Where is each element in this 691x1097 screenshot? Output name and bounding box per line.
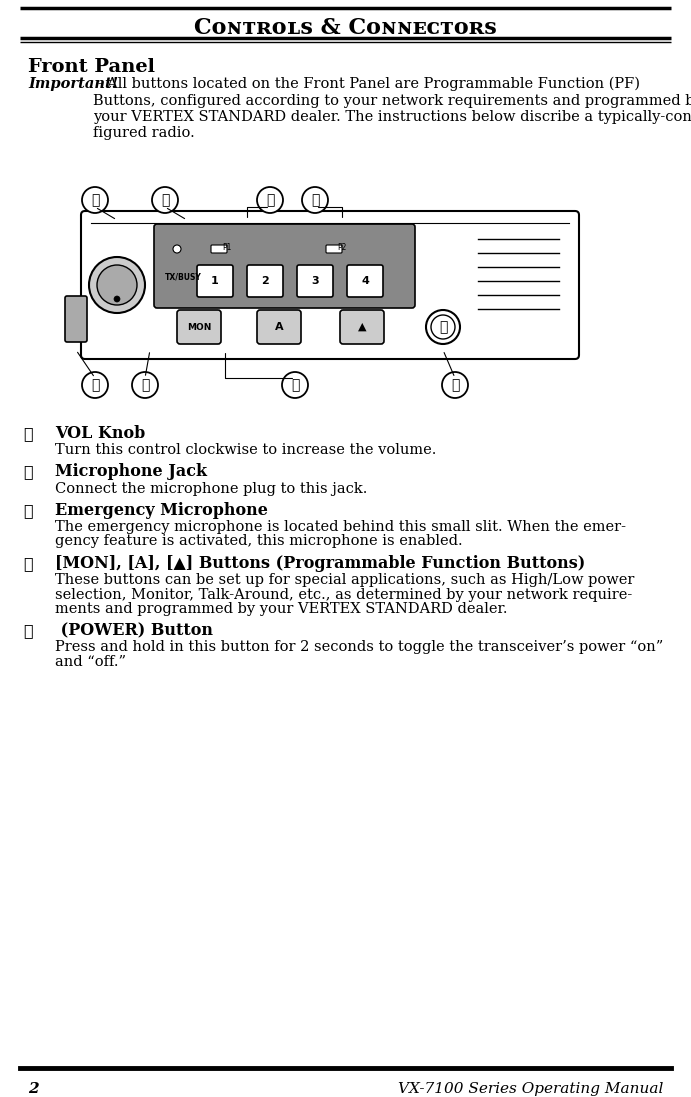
Circle shape bbox=[97, 265, 137, 305]
Text: TX/BUSY: TX/BUSY bbox=[165, 272, 202, 282]
Circle shape bbox=[302, 186, 328, 213]
Text: Connect the microphone plug to this jack.: Connect the microphone plug to this jack… bbox=[55, 482, 368, 496]
Text: Cᴏɴᴛʀᴏʟs & Cᴏɴɴᴇᴄᴛᴏʀs: Cᴏɴᴛʀᴏʟs & Cᴏɴɴᴇᴄᴛᴏʀs bbox=[194, 16, 497, 39]
FancyBboxPatch shape bbox=[65, 296, 87, 342]
FancyBboxPatch shape bbox=[297, 265, 333, 297]
Text: VOL Knob: VOL Knob bbox=[55, 425, 145, 442]
Text: 2: 2 bbox=[261, 276, 269, 286]
Text: - All buttons located on the Front Panel are Programmable Function (PF)
Buttons,: - All buttons located on the Front Panel… bbox=[93, 77, 691, 140]
Text: selection, Monitor, Talk-Around, etc., as determined by your network require-: selection, Monitor, Talk-Around, etc., a… bbox=[55, 588, 632, 601]
Circle shape bbox=[152, 186, 178, 213]
Text: ②: ② bbox=[23, 464, 32, 480]
Text: A: A bbox=[275, 323, 283, 332]
Text: ①: ① bbox=[23, 425, 32, 442]
Text: Press and hold in this button for 2 seconds to toggle the transceiver’s power “o: Press and hold in this button for 2 seco… bbox=[55, 641, 663, 655]
Circle shape bbox=[89, 257, 145, 313]
FancyBboxPatch shape bbox=[340, 310, 384, 344]
Text: [MON], [A], [▲] Buttons (Programmable Function Buttons): [MON], [A], [▲] Buttons (Programmable Fu… bbox=[55, 555, 585, 572]
Circle shape bbox=[82, 372, 108, 398]
Text: The emergency microphone is located behind this small slit. When the emer-: The emergency microphone is located behi… bbox=[55, 520, 626, 534]
Text: ⑥: ⑥ bbox=[161, 193, 169, 207]
Text: ⑤: ⑤ bbox=[451, 378, 460, 392]
Circle shape bbox=[282, 372, 308, 398]
Circle shape bbox=[431, 315, 455, 339]
Text: ⑦: ⑦ bbox=[266, 193, 274, 207]
Circle shape bbox=[173, 245, 181, 253]
Text: Important!: Important! bbox=[28, 77, 118, 91]
Text: Emergency Microphone: Emergency Microphone bbox=[55, 502, 268, 519]
Text: Microphone Jack: Microphone Jack bbox=[55, 464, 207, 480]
Text: 3: 3 bbox=[311, 276, 319, 286]
Text: VX-7100 Series Operating Manual: VX-7100 Series Operating Manual bbox=[397, 1082, 663, 1096]
Text: ②: ② bbox=[91, 378, 100, 392]
Circle shape bbox=[442, 372, 468, 398]
Text: ▲: ▲ bbox=[358, 323, 366, 332]
Text: P2: P2 bbox=[337, 242, 347, 251]
FancyBboxPatch shape bbox=[247, 265, 283, 297]
Text: ⑧: ⑧ bbox=[311, 193, 319, 207]
FancyBboxPatch shape bbox=[347, 265, 383, 297]
Text: 1: 1 bbox=[211, 276, 219, 286]
FancyBboxPatch shape bbox=[211, 245, 227, 253]
Text: ⏻: ⏻ bbox=[439, 320, 447, 333]
Text: ④: ④ bbox=[291, 378, 299, 392]
Circle shape bbox=[257, 186, 283, 213]
Text: Turn this control clockwise to increase the volume.: Turn this control clockwise to increase … bbox=[55, 443, 437, 457]
Text: ⑤: ⑤ bbox=[23, 622, 32, 640]
Text: ④: ④ bbox=[23, 555, 32, 572]
Circle shape bbox=[114, 296, 120, 302]
Text: ③: ③ bbox=[141, 378, 149, 392]
Text: (POWER) Button: (POWER) Button bbox=[55, 622, 213, 640]
FancyBboxPatch shape bbox=[81, 211, 579, 359]
Circle shape bbox=[426, 310, 460, 344]
FancyBboxPatch shape bbox=[154, 224, 415, 308]
Text: 2: 2 bbox=[28, 1082, 39, 1096]
FancyBboxPatch shape bbox=[257, 310, 301, 344]
Text: and “off.”: and “off.” bbox=[55, 655, 126, 669]
Text: MON: MON bbox=[187, 323, 211, 331]
FancyBboxPatch shape bbox=[177, 310, 221, 344]
Text: ments and programmed by your VERTEX STANDARD dealer.: ments and programmed by your VERTEX STAN… bbox=[55, 602, 507, 617]
Text: ③: ③ bbox=[23, 502, 32, 519]
Text: P1: P1 bbox=[223, 242, 231, 251]
FancyBboxPatch shape bbox=[197, 265, 233, 297]
Text: ①: ① bbox=[91, 193, 100, 207]
Circle shape bbox=[132, 372, 158, 398]
Text: These buttons can be set up for special applications, such as High/Low power: These buttons can be set up for special … bbox=[55, 573, 634, 587]
Text: gency feature is activated, this microphone is enabled.: gency feature is activated, this microph… bbox=[55, 534, 463, 548]
Text: 4: 4 bbox=[361, 276, 369, 286]
FancyBboxPatch shape bbox=[326, 245, 342, 253]
Text: Front Panel: Front Panel bbox=[28, 58, 155, 76]
Circle shape bbox=[82, 186, 108, 213]
